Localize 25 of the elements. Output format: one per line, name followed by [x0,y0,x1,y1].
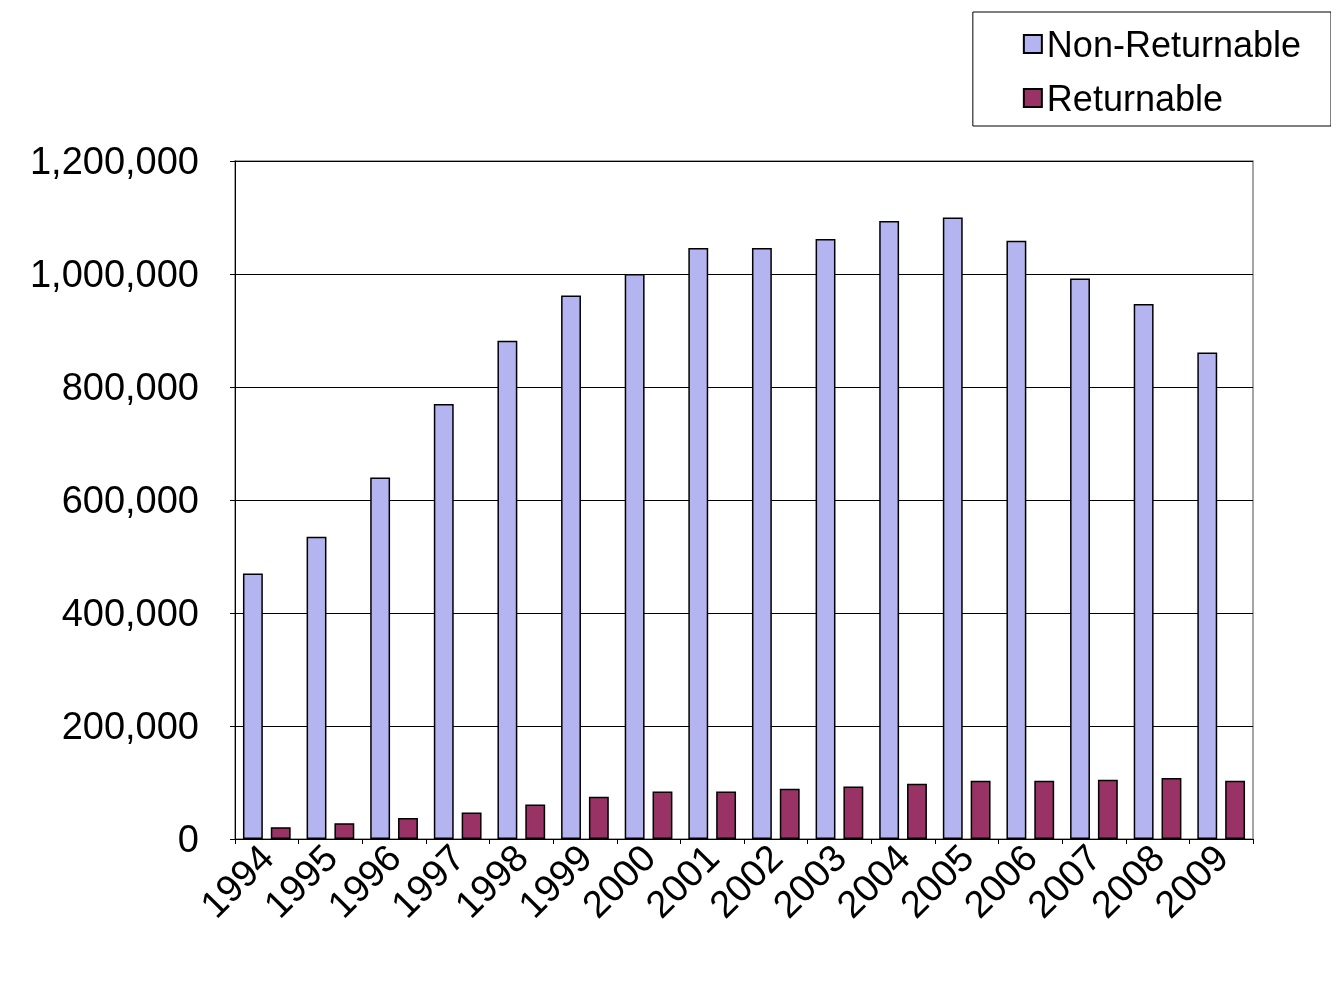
legend-label: Non-Returnable [1046,23,1302,65]
bar [334,823,355,839]
bar [1161,777,1182,839]
legend-label: Returnable [1046,77,1223,119]
bar [652,791,673,839]
y-tick-label: 600,000 [61,479,199,521]
bar [843,786,864,839]
bar [270,827,291,839]
bar [1097,779,1118,839]
bar [588,796,609,839]
y-tick-label: 200,000 [61,705,199,747]
bar [1034,780,1055,839]
y-tick-label: 1,200,000 [29,140,199,182]
bar [398,818,418,839]
bar [716,791,737,839]
y-tick-label: 800,000 [61,366,199,408]
y-tick-label: 1,000,000 [29,253,199,295]
y-tick-label: 0 [177,818,199,860]
bar [907,783,927,839]
bar [970,780,991,839]
bar [525,804,546,839]
bar [1225,780,1246,839]
bar [779,788,800,839]
y-tick-label: 400,000 [61,592,199,634]
bar [461,812,482,839]
